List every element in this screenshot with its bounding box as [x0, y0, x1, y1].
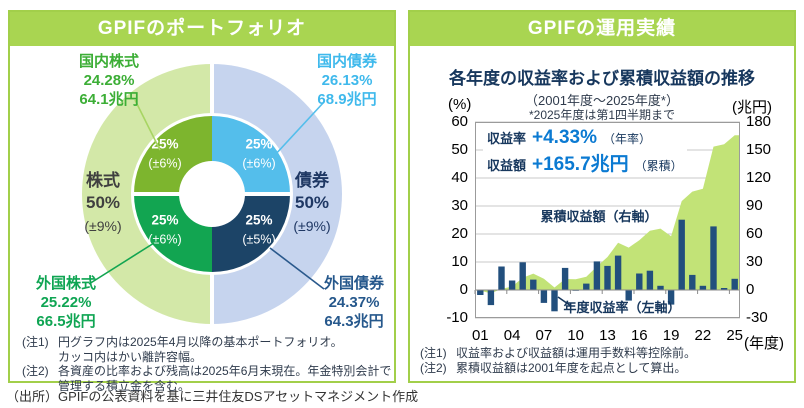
- annual-return-bar-2023: [710, 226, 717, 290]
- annual-return-bar-2017: [646, 270, 654, 290]
- donut-segment-label-domestic-equity: 25% (±6%): [148, 136, 182, 171]
- performance-panel: GPIFの運用実績 各年度の収益率および累積収益額の推移 （2001年度～202…: [408, 10, 796, 383]
- performance-summary: 収益率 +4.33% （年率） 収益額 +165.7兆円 （累積）: [483, 126, 687, 175]
- left-axis-tick: 0: [459, 281, 468, 298]
- performance-panel-title: GPIFの運用実績: [410, 12, 794, 46]
- return-rate-row: 収益率 +4.33% （年率）: [487, 127, 652, 148]
- annual-return-bar-2011: [583, 283, 590, 290]
- annual-return-bar-2016: [636, 273, 643, 290]
- note-2: (注2) 累積収益額は2001年度を起点として算出。: [420, 360, 687, 375]
- x-tick-label: 04: [504, 327, 521, 344]
- donut-hole: [179, 161, 245, 227]
- chart-subtitle: （2001年度～2025年度*）: [525, 93, 679, 108]
- return-amount-row: 収益額 +165.7兆円 （累積）: [487, 149, 683, 175]
- right-axis-tick: 60: [746, 225, 763, 242]
- left-axis-tick: 20: [451, 225, 468, 242]
- left-axis-tick: 10: [451, 253, 468, 270]
- annual-return-bar-2002: [487, 290, 495, 306]
- right-axis-tick: 30: [746, 253, 763, 270]
- performance-notes: (注1) 収益率および収益額は運用手数料等控除前。 (注2) 累積収益額は200…: [420, 346, 696, 375]
- donut-segment-label-foreign-bond: 25% (±5%): [242, 212, 276, 247]
- return-rate-value: +4.33%: [532, 127, 597, 148]
- right-axis-tick: 180: [746, 113, 772, 130]
- x-tick-label: 07: [536, 327, 553, 344]
- donut-segment-label-domestic-bond: 25% (±6%): [242, 136, 276, 171]
- cumulative-return-area: [475, 135, 740, 294]
- left-axis-unit: (%): [448, 96, 472, 113]
- right-axis-tick: 120: [746, 169, 772, 186]
- annual-return-bar-2022: [699, 285, 707, 290]
- annual-return-bar-2012: [593, 261, 601, 290]
- portfolio-panel-title: GPIFのポートフォリオ: [10, 12, 394, 46]
- bond-group-label: 債券 50% (±9%): [293, 171, 331, 234]
- annual-return-bar-2007: [540, 290, 548, 303]
- source-credit: （出所）GPIFの公表資料を基に三井住友DSアセットマネジメント作成: [6, 389, 419, 404]
- right-axis-tick: 0: [746, 281, 755, 298]
- left-axis-tick: 50: [451, 141, 468, 158]
- annual-return-bar-2001: [477, 290, 484, 295]
- annual-return-bar-2015: [625, 290, 632, 301]
- x-tick-label: 16: [631, 327, 648, 344]
- annual-return-bar-2014: [614, 255, 622, 290]
- equity-group-label: 株式 50% (±9%): [84, 171, 122, 234]
- x-tick-label: 25: [726, 327, 743, 344]
- annual-return-bar-2003: [498, 266, 505, 290]
- annual-return-bar-2021: [689, 274, 696, 290]
- portfolio-notes: (注1) 円グラフ内は2025年4月以降の基本ポートフォリオ。 カッコ内はかい離…: [22, 335, 391, 393]
- annual-return-bar-2006: [530, 279, 537, 290]
- chart-subtitle-note: *2025年度は第1四半期まで: [528, 108, 676, 122]
- return-amount-value: +165.7兆円: [532, 154, 629, 175]
- annual-return-bar-2020: [678, 219, 685, 290]
- annual-return-bar-2004: [508, 280, 516, 290]
- x-tick-label: 13: [599, 327, 616, 344]
- note-1: (注1) 円グラフ内は2025年4月以降の基本ポートフォリオ。 カッコ内はかい離…: [22, 335, 343, 364]
- left-axis-tick: -10: [446, 309, 468, 326]
- area-series-label: 累積収益額（右軸）: [540, 209, 657, 224]
- x-axis-unit: (年度): [744, 335, 784, 352]
- label-foreign-bond: 外国債券 24.37% 64.3兆円: [323, 275, 384, 330]
- x-tick-label: 10: [567, 327, 584, 344]
- annual-return-bar-2008: [551, 290, 558, 312]
- label-domestic-bond: 国内債券 26.13% 68.9兆円: [316, 53, 377, 108]
- right-axis-tick: -30: [746, 309, 768, 326]
- annual-return-bar-2019: [667, 290, 675, 305]
- label-domestic-equity: 国内株式 24.28% 64.1兆円: [78, 53, 139, 108]
- annual-return-bar-2025: [731, 278, 738, 290]
- annual-return-bar-2005: [519, 262, 526, 290]
- note-1: (注1) 収益率および収益額は運用手数料等控除前。: [420, 346, 697, 360]
- note-2: (注2) 各資産の比率および残高は2025年6月末現在。年金特別会計で 管理する…: [22, 364, 392, 393]
- x-tick-label: 22: [695, 327, 712, 344]
- right-axis-tick: 150: [746, 141, 772, 158]
- label-foreign-equity: 外国株式 25.22% 66.5兆円: [35, 275, 96, 330]
- combo-chart: 累積収益額（右軸） 年度収益率（左軸） 01 04 07 10 13 16 19 22 25: [472, 121, 743, 344]
- annual-return-bar-2013: [604, 265, 611, 290]
- bar-label-callout: [557, 296, 572, 307]
- x-tick-label: 01: [472, 327, 489, 344]
- donut-segment-label-foreign-equity: 25% (±6%): [148, 212, 182, 247]
- annual-return-bar-2009: [561, 267, 569, 290]
- annual-return-bar-2018: [657, 285, 664, 290]
- chart-title: 各年度の収益率および累積収益額の推移: [449, 69, 755, 88]
- left-axis-tick: 60: [451, 113, 468, 130]
- portfolio-panel: GPIFのポートフォリオ 25% (±6%) 25% (±6%) 25% (±6…: [8, 10, 396, 393]
- x-tick-label: 19: [663, 327, 680, 344]
- right-axis-unit: (兆円): [732, 99, 772, 116]
- left-axis-tick: 30: [451, 197, 468, 214]
- bar-series-label: 年度収益率（左軸）: [563, 300, 680, 315]
- left-axis-tick: 40: [451, 169, 468, 186]
- right-axis-tick: 90: [746, 197, 763, 214]
- annual-return-bar-2024: [720, 288, 728, 290]
- plot-border: [475, 122, 740, 318]
